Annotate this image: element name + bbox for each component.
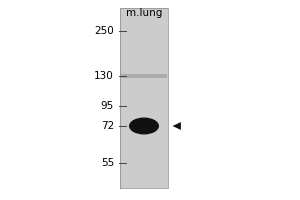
Polygon shape [172, 122, 181, 130]
Text: 130: 130 [94, 71, 114, 81]
Text: m.lung: m.lung [126, 8, 162, 18]
Ellipse shape [129, 117, 159, 134]
Bar [120, 8, 168, 188]
Text: 95: 95 [101, 101, 114, 111]
Text: 55: 55 [101, 158, 114, 168]
Text: 72: 72 [101, 121, 114, 131]
Bar [121, 74, 167, 78]
Text: 250: 250 [94, 26, 114, 36]
